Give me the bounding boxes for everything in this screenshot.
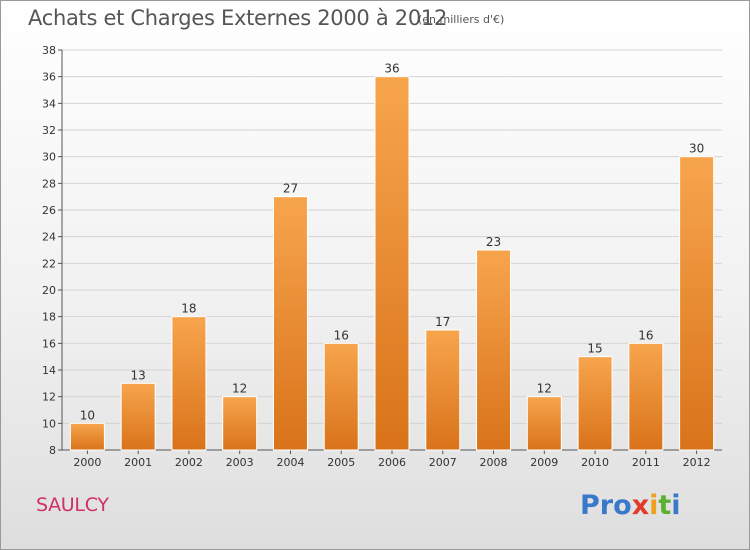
bar-2008 xyxy=(476,249,512,451)
logo-letter: i xyxy=(649,490,659,521)
bar-2011 xyxy=(628,342,664,451)
value-label: 15 xyxy=(587,342,602,356)
y-tick-label: 12 xyxy=(42,391,56,404)
value-label: 16 xyxy=(638,328,653,342)
bar-2005 xyxy=(323,342,359,451)
x-tick-label: 2003 xyxy=(226,456,254,469)
value-label: 36 xyxy=(384,62,399,76)
value-label: 18 xyxy=(181,302,196,316)
bar-2003 xyxy=(222,396,258,451)
y-tick-label: 22 xyxy=(42,257,56,270)
bar-2006 xyxy=(374,76,410,451)
y-tick-label: 30 xyxy=(42,151,56,164)
bar-2010 xyxy=(577,356,613,451)
value-label: 30 xyxy=(689,142,704,156)
y-tick-label: 10 xyxy=(42,417,56,430)
x-tick-label: 2000 xyxy=(73,456,101,469)
x-tick-label: 2008 xyxy=(480,456,508,469)
y-tick-label: 36 xyxy=(42,71,56,84)
x-tick-label: 2009 xyxy=(530,456,558,469)
x-tick-label: 2002 xyxy=(175,456,203,469)
value-label: 23 xyxy=(486,235,501,249)
value-label: 17 xyxy=(435,315,450,329)
logo-letter: P xyxy=(580,490,600,521)
value-label: 12 xyxy=(537,382,552,396)
x-tick-label: 2005 xyxy=(327,456,355,469)
logo-letter: t xyxy=(658,490,672,521)
x-tick-label: 2011 xyxy=(632,456,660,469)
x-tick-label: 2001 xyxy=(124,456,152,469)
value-label: 27 xyxy=(283,182,298,196)
value-label: 10 xyxy=(80,408,95,422)
y-tick-label: 16 xyxy=(42,337,56,350)
y-tick-label: 24 xyxy=(42,231,56,244)
y-tick-label: 38 xyxy=(42,44,56,57)
bar-2000 xyxy=(69,422,105,451)
bar-2004 xyxy=(272,196,308,451)
logo-letter: r xyxy=(599,490,614,521)
bar-2009 xyxy=(526,396,562,451)
y-tick-label: 18 xyxy=(42,311,56,324)
logo-letter: x xyxy=(631,490,650,521)
y-tick-label: 32 xyxy=(42,124,56,137)
proxiti-logo: Proxiti xyxy=(580,490,681,521)
y-tick-label: 26 xyxy=(42,204,56,217)
bar-2012 xyxy=(679,156,715,451)
value-label: 16 xyxy=(334,328,349,342)
y-tick-label: 34 xyxy=(42,97,56,110)
x-tick-label: 2007 xyxy=(429,456,457,469)
value-label: 13 xyxy=(131,368,146,382)
x-tick-label: 2004 xyxy=(276,456,304,469)
bar-2001 xyxy=(120,382,156,451)
chart-subtitle: (en milliers d'€) xyxy=(418,13,505,26)
y-tick-label: 14 xyxy=(42,364,56,377)
chart-title: Achats et Charges Externes 2000 à 2012 xyxy=(28,6,448,30)
x-tick-label: 2006 xyxy=(378,456,406,469)
bar-2007 xyxy=(425,329,461,451)
y-tick-label: 8 xyxy=(49,444,56,457)
commune-name: SAULCY xyxy=(36,494,109,516)
logo-letter: o xyxy=(613,490,632,521)
x-tick-label: 2010 xyxy=(581,456,609,469)
bar-2002 xyxy=(171,316,207,451)
y-tick-label: 20 xyxy=(42,284,56,297)
x-tick-label: 2012 xyxy=(683,456,711,469)
logo-letter: i xyxy=(671,490,681,521)
y-tick-label: 28 xyxy=(42,177,56,190)
value-label: 12 xyxy=(232,382,247,396)
